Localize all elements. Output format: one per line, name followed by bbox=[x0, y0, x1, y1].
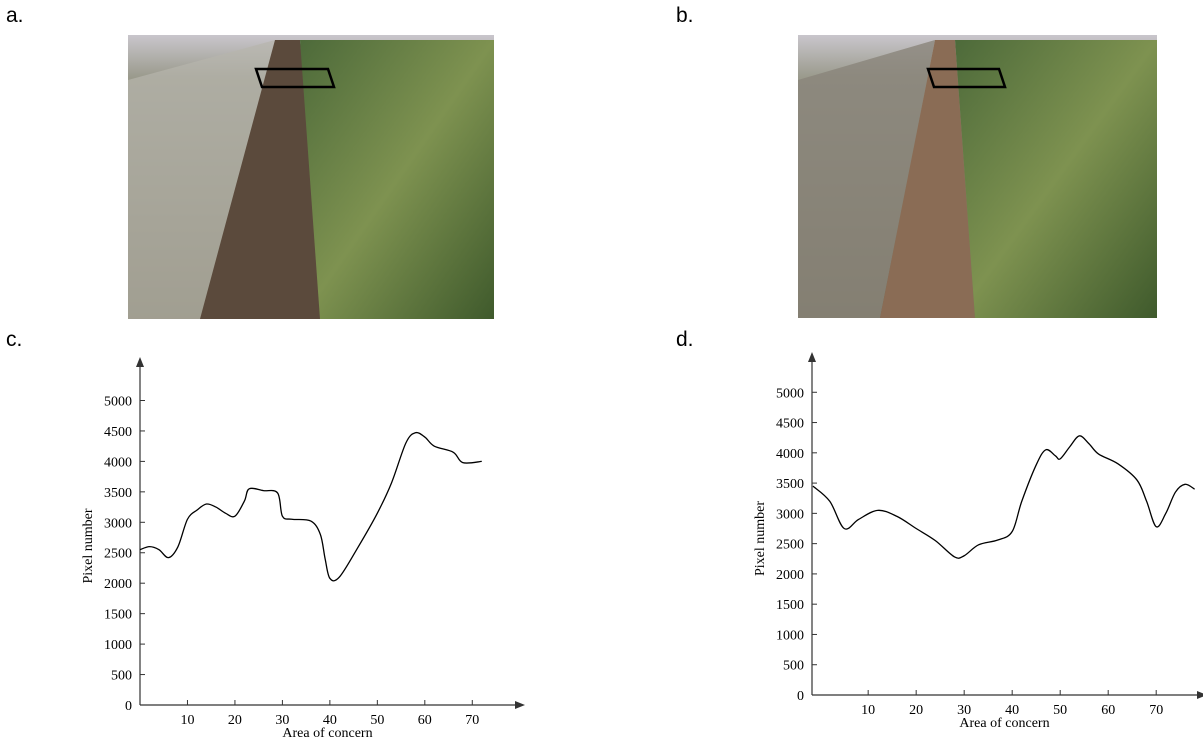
y-tick-label: 2500 bbox=[104, 547, 132, 562]
x-tick-label: 50 bbox=[1053, 703, 1067, 718]
panel-label: b. bbox=[676, 4, 694, 27]
x-tick-label: 70 bbox=[465, 713, 479, 728]
y-tick-label: 1500 bbox=[104, 608, 132, 623]
y-tick-label: 0 bbox=[797, 689, 804, 704]
data-line bbox=[812, 435, 1195, 559]
y-tick-label: 4000 bbox=[104, 455, 132, 470]
y-tick-label: 2000 bbox=[776, 568, 804, 583]
x-tick-label: 20 bbox=[228, 713, 242, 728]
x-tick-label: 70 bbox=[1149, 703, 1163, 718]
x-axis-label: Area of concern bbox=[959, 716, 1049, 731]
y-tick-label: 4000 bbox=[776, 447, 804, 462]
y-tick-label: 3000 bbox=[776, 507, 804, 522]
axis-arrow bbox=[808, 352, 816, 362]
photo bbox=[798, 35, 1157, 318]
y-tick-label: 3000 bbox=[104, 516, 132, 531]
y-tick-label: 1500 bbox=[776, 598, 804, 613]
x-tick-label: 30 bbox=[957, 703, 971, 718]
x-tick-label: 10 bbox=[861, 703, 875, 718]
photo bbox=[128, 35, 494, 319]
y-tick-label: 500 bbox=[111, 669, 132, 684]
y-axis-label: Pixel number bbox=[753, 501, 768, 576]
data-line bbox=[139, 431, 482, 582]
axis-arrow bbox=[515, 701, 525, 709]
y-tick-label: 4500 bbox=[776, 417, 804, 432]
y-tick-label: 1000 bbox=[776, 628, 804, 643]
y-tick-label: 4500 bbox=[104, 425, 132, 440]
panel-label: c. bbox=[6, 328, 22, 351]
y-tick-label: 2000 bbox=[104, 577, 132, 592]
x-tick-label: 40 bbox=[323, 713, 337, 728]
y-tick-label: 5000 bbox=[776, 386, 804, 401]
y-tick-label: 2500 bbox=[776, 538, 804, 553]
x-tick-label: 10 bbox=[180, 713, 194, 728]
x-tick-label: 40 bbox=[1005, 703, 1019, 718]
y-tick-label: 3500 bbox=[776, 477, 804, 492]
x-tick-label: 60 bbox=[1101, 703, 1115, 718]
y-tick-label: 5000 bbox=[104, 394, 132, 409]
x-tick-label: 30 bbox=[275, 713, 289, 728]
axis-arrow bbox=[1197, 691, 1203, 699]
y-tick-label: 3500 bbox=[104, 486, 132, 501]
y-tick-label: 1000 bbox=[104, 638, 132, 653]
y-tick-label: 500 bbox=[783, 659, 804, 674]
y-axis-label: Pixel number bbox=[81, 508, 96, 583]
x-tick-label: 50 bbox=[370, 713, 384, 728]
x-tick-label: 60 bbox=[418, 713, 432, 728]
x-tick-label: 20 bbox=[909, 703, 923, 718]
x-axis-label: Area of concern bbox=[282, 726, 372, 738]
y-tick-label: 0 bbox=[125, 699, 132, 714]
panel-label: a. bbox=[6, 4, 24, 27]
axis-arrow bbox=[136, 357, 144, 367]
panel-label: d. bbox=[676, 328, 694, 351]
